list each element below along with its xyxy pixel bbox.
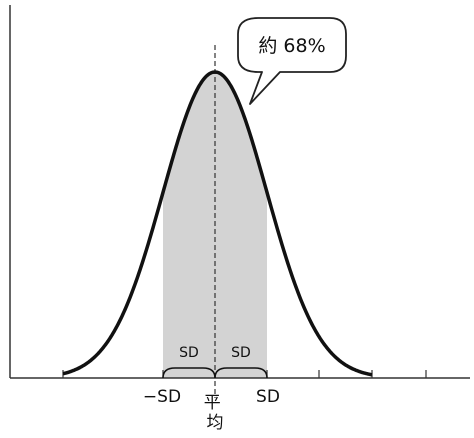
bell-curve — [62, 70, 373, 377]
left-sd-label: SD — [179, 345, 199, 361]
right-sd-bracket — [214, 367, 268, 379]
callout-text: 約 68% — [258, 35, 325, 57]
mean-label-char-1: 平 — [204, 393, 221, 413]
mean-label: 平 均 — [204, 393, 226, 433]
callout-bubble — [237, 17, 347, 105]
percentage-callout: 約 68% — [237, 17, 347, 105]
right-sd-label: SD — [231, 345, 251, 361]
minus-sd-label: −SD — [143, 387, 181, 407]
left-sd-bracket — [162, 367, 216, 379]
plus-sd-label: SD — [256, 387, 280, 407]
mean-label-char-2: 均 — [207, 413, 224, 433]
